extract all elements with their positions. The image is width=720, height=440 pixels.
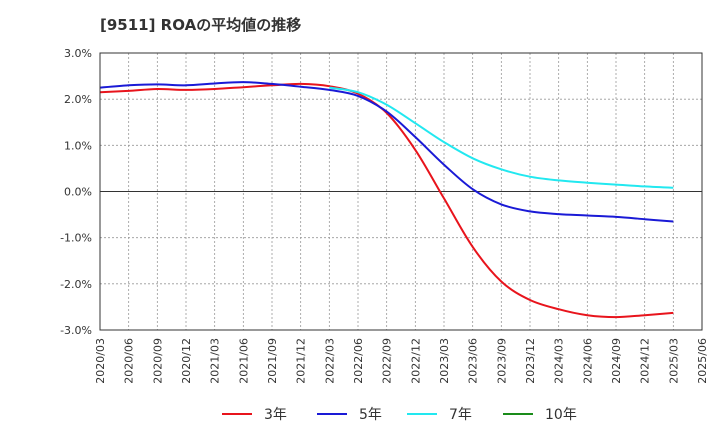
- series-lines: [99, 81, 674, 319]
- x-tick-label: 2021/09: [266, 338, 279, 384]
- x-tick-label: 2020/09: [151, 338, 164, 384]
- grid-lines: [99, 52, 703, 331]
- plot-frame: [99, 52, 703, 331]
- chart-title: [9511] ROAの平均値の推移: [100, 16, 302, 34]
- legend: 3年 5年 7年 10年: [222, 407, 577, 423]
- x-tick-label: 2025/06: [696, 338, 709, 384]
- x-tick-label: 2022/09: [381, 338, 394, 384]
- x-axis-ticks: 2020/03 2020/06 2020/09 2020/12 2021/03 2021/…: [94, 338, 709, 384]
- y-tick-label: 1.0%: [64, 139, 92, 152]
- x-tick-label: 2023/03: [438, 338, 451, 384]
- y-tick-label: 0.0%: [64, 186, 92, 199]
- legend-label: 10年: [545, 407, 577, 423]
- x-tick-label: 2022/12: [409, 338, 422, 384]
- x-tick-label: 2021/12: [295, 338, 308, 384]
- y-tick-label: -2.0%: [60, 278, 92, 291]
- x-tick-label: 2020/06: [123, 338, 136, 384]
- x-tick-label: 2024/03: [553, 338, 566, 384]
- y-tick-label: 2.0%: [64, 93, 92, 106]
- legend-label: 5年: [359, 407, 382, 423]
- legend-label: 7年: [449, 407, 472, 423]
- x-tick-label: 2025/03: [667, 338, 680, 384]
- x-tick-label: 2024/06: [581, 338, 594, 384]
- x-tick-label: 2021/06: [237, 338, 250, 384]
- x-tick-label: 2023/12: [524, 338, 537, 384]
- y-tick-label: 3.0%: [64, 47, 92, 60]
- y-tick-label: -3.0%: [60, 324, 92, 337]
- x-tick-label: 2021/03: [209, 338, 222, 384]
- y-tick-label: -1.0%: [60, 232, 92, 245]
- x-tick-label: 2020/12: [180, 338, 193, 384]
- x-tick-label: 2024/09: [610, 338, 623, 384]
- x-tick-label: 2022/03: [323, 338, 336, 384]
- series-line-3年: [99, 82, 674, 319]
- x-tick-label: 2024/12: [639, 338, 652, 384]
- series-line-7年: [329, 86, 674, 189]
- x-tick-label: 2023/06: [467, 338, 480, 384]
- y-axis-ticks: 3.0% 2.0% 1.0% 0.0% -1.0% -2.0% -3.0%: [60, 47, 92, 337]
- x-tick-label: 2022/06: [352, 338, 365, 384]
- legend-label: 3年: [264, 407, 287, 423]
- x-tick-label: 2020/03: [94, 338, 107, 384]
- x-tick-label: 2023/09: [495, 338, 508, 384]
- series-line-5年: [99, 81, 674, 223]
